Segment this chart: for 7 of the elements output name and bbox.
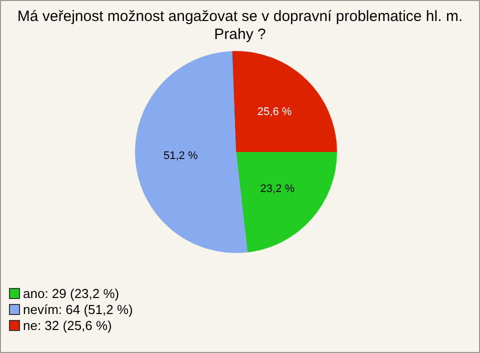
- data-label: 23,2 %: [260, 183, 295, 196]
- data-label: 25,6 %: [257, 106, 292, 118]
- legend-label: ano: 29 (23,2 %): [23, 286, 120, 300]
- chart-title: Má veřejnost možnost angažovat se v dopravní problematice hl. m. Prahy ?: [16, 8, 464, 44]
- legend-label: ne: 32 (25,6 %): [23, 318, 112, 332]
- data-label: 51,2 %: [163, 150, 198, 162]
- legend-label: nevím: 64 (51,2 %): [23, 302, 133, 316]
